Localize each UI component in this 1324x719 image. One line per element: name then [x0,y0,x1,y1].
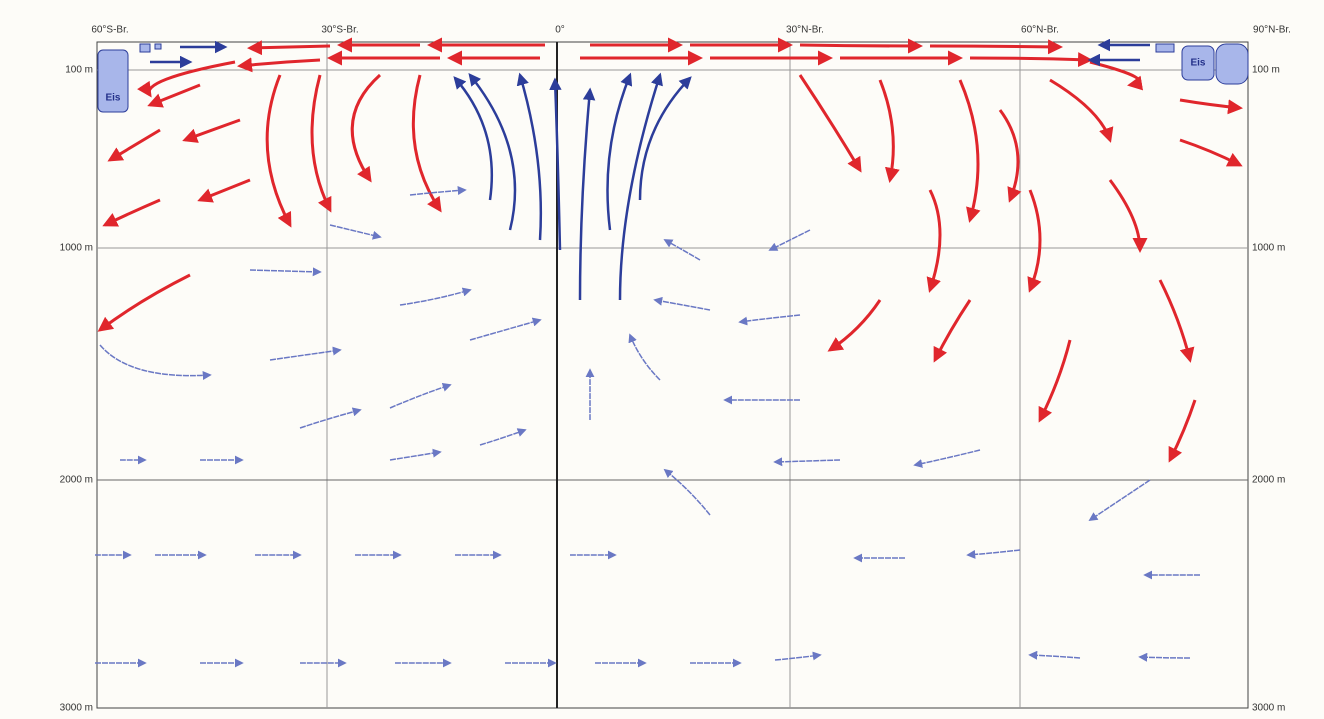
depth-label: 3000 m [1252,703,1285,714]
left-depth-labels: 100 m 1000 m 2000 m 3000 m [60,65,93,714]
flow-arrow [453,76,494,201]
flow-arrow [411,74,442,213]
lat-label: 60°S-Br. [91,25,128,36]
flow-arrow [1089,60,1144,91]
flow-arrow [1179,98,1243,115]
ice-block [139,43,151,53]
flow-arrow [237,57,321,73]
top-labels: 60°S-Br. 30°S-Br. 0° 30°N-Br. 60°N-Br. 9… [91,25,1291,36]
flow-arrow [1028,650,1081,660]
flow-arrow [578,87,596,301]
arrows [95,37,1243,668]
flow-arrow [933,299,972,363]
ice: Eis Eis [97,43,1249,113]
flow-arrow [606,72,633,231]
flow-arrow [182,118,241,143]
flow-arrow [966,549,1021,559]
right-depth-labels: 100 m 1000 m 2000 m 3000 m [1252,65,1285,714]
flow-arrow [663,468,711,516]
flow-arrow [479,428,527,446]
lat-label: 60°N-Br. [1021,25,1059,36]
flow-arrow [329,224,382,240]
flow-arrow [799,38,923,54]
flow-arrow [774,651,822,661]
flow-arrow [389,448,442,461]
flow-arrow [1179,138,1243,167]
ice-block [1155,43,1175,53]
depth-label: 2000 m [60,475,93,486]
frame [96,41,1249,709]
flow-arrow [299,407,362,429]
flow-arrow [399,287,472,306]
flow-arrow [998,109,1022,203]
flow-arrow [1088,479,1151,521]
flow-arrow [738,314,801,326]
ice-block [154,43,162,50]
ice-label: Eis [105,93,120,104]
flow-arrow [638,76,692,201]
flow-arrow [1138,652,1191,662]
flow-arrow [197,178,251,203]
flow-arrow [1038,339,1072,423]
flow-arrow [827,299,882,352]
ice-label: Eis [1190,58,1205,69]
flow-arrow [618,72,663,301]
flow-arrow [389,383,452,409]
depth-label: 3000 m [60,703,93,714]
ice-block [1215,43,1249,85]
flow-arrow [929,39,1063,55]
flow-arrow [102,198,161,227]
grid [97,42,1248,708]
flow-arrow [265,74,292,228]
flow-arrow [549,77,562,251]
depth-label: 100 m [1252,65,1280,76]
flow-arrow [798,74,862,173]
flow-arrow [969,52,1093,68]
flow-arrow [269,346,342,361]
lat-label: 0° [555,25,565,36]
ice-block [97,49,129,113]
depth-label: 2000 m [1252,475,1285,486]
flow-arrow [768,229,811,251]
flow-arrow [1049,78,1114,143]
flow-arrow [653,296,711,311]
flow-arrow [468,73,517,231]
flow-arrow [773,457,841,467]
flow-arrow [107,128,161,162]
flow-arrow [1158,279,1195,363]
flow-arrow [137,60,236,98]
flow-arrow [878,79,900,183]
lat-label: 90°N-Br. [1253,25,1291,36]
flow-arrow [663,239,701,261]
flow-arrow [1108,179,1148,253]
flow-arrow [516,72,543,241]
flow-arrow [247,40,331,56]
flow-arrow [958,79,981,223]
depth-label: 1000 m [1252,243,1285,254]
flow-arrow [249,267,322,277]
flow-arrow [469,317,542,341]
flow-arrow [350,73,382,183]
lat-label: 30°S-Br. [321,25,358,36]
flow-arrow [913,449,981,468]
lat-label: 30°N-Br. [786,25,824,36]
flow-arrow [926,189,942,293]
flow-arrow [409,186,467,196]
flow-arrow [310,74,332,213]
flow-arrow [1027,189,1042,293]
flow-arrow [99,344,212,380]
flow-arrow [147,83,201,108]
ice-block [1181,45,1215,81]
depth-label: 100 m [65,65,93,76]
flow-arrow [628,333,661,381]
depth-label: 1000 m [60,243,93,254]
flow-arrow [97,273,191,332]
flow-arrow [1168,399,1197,463]
